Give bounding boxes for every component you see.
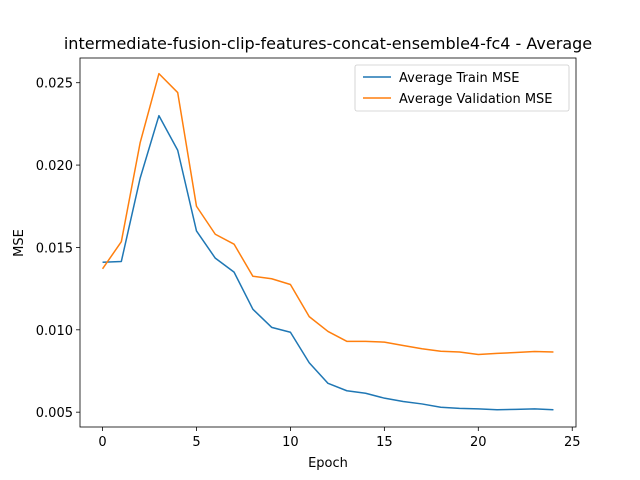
series-line-train — [102, 114, 554, 411]
x-tick-label: 5 — [192, 435, 200, 450]
y-axis-label: MSE — [12, 229, 27, 257]
y-tick-label: 0.010 — [36, 324, 73, 339]
y-tick-label: 0.005 — [36, 406, 73, 421]
y-tick-label: 0.025 — [36, 77, 73, 92]
legend-box — [354, 64, 570, 112]
plot-area: 0 5 10 15 20 25 0.005 0.010 0.015 0.020 0.025 — [36, 57, 581, 450]
chart-title: intermediate-fusion-clip-features-concat… — [64, 34, 592, 53]
x-tick-label: 10 — [282, 435, 299, 450]
y-tick-label: 0.015 — [36, 241, 73, 256]
axes-frame — [79, 57, 577, 428]
y-tick-label: 0.020 — [36, 159, 73, 174]
x-tick-label: 15 — [376, 435, 393, 450]
x-tick-label: 0 — [98, 435, 106, 450]
x-axis-label: Epoch — [308, 456, 348, 471]
legend: Average Train MSE Average Validation MSE — [354, 64, 570, 112]
legend-entry-label: Average Train MSE — [399, 71, 520, 86]
series-line-validation — [101, 72, 554, 356]
x-tick-label: 20 — [470, 435, 487, 450]
legend-entry-label: Average Validation MSE — [399, 92, 553, 107]
x-tick-label: 25 — [564, 435, 581, 450]
